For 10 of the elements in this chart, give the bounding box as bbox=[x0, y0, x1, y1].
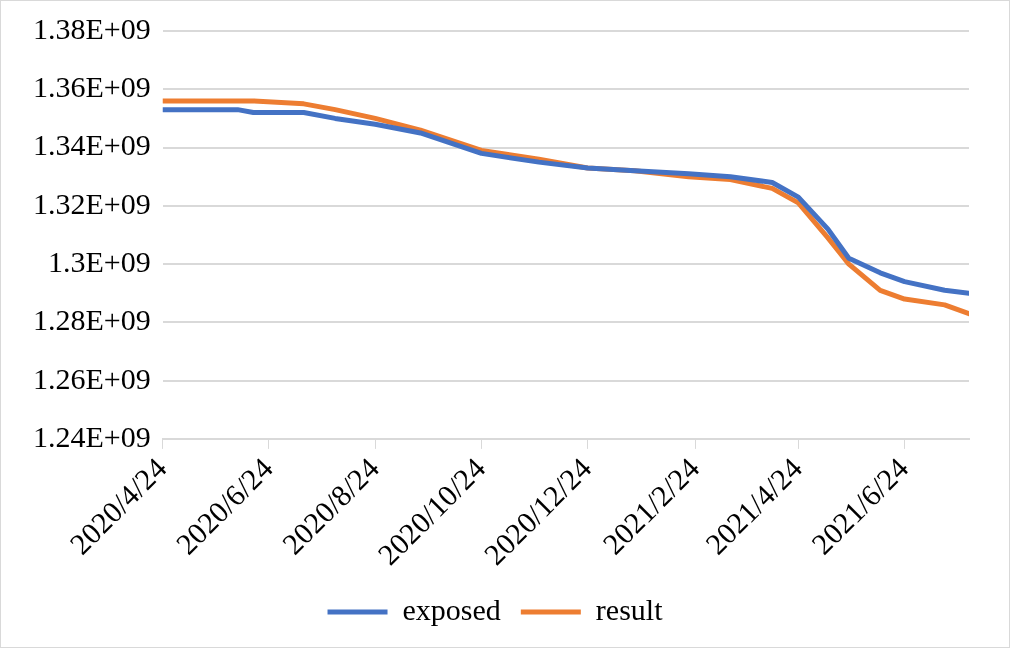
y-tick-label: 1.38E+09 bbox=[32, 11, 151, 45]
y-tick-label: 1.34E+09 bbox=[32, 128, 151, 162]
y-tick-label: 1.26E+09 bbox=[32, 361, 151, 395]
y-tick-label: 1.24E+09 bbox=[32, 419, 151, 453]
y-tick-label: 1.32E+09 bbox=[32, 186, 151, 220]
legend-label: result bbox=[595, 592, 664, 626]
y-tick-label: 1.3E+09 bbox=[47, 244, 151, 278]
y-tick-label: 1.28E+09 bbox=[32, 303, 151, 337]
y-tick-label: 1.36E+09 bbox=[32, 70, 151, 104]
legend-label: exposed bbox=[402, 592, 501, 626]
